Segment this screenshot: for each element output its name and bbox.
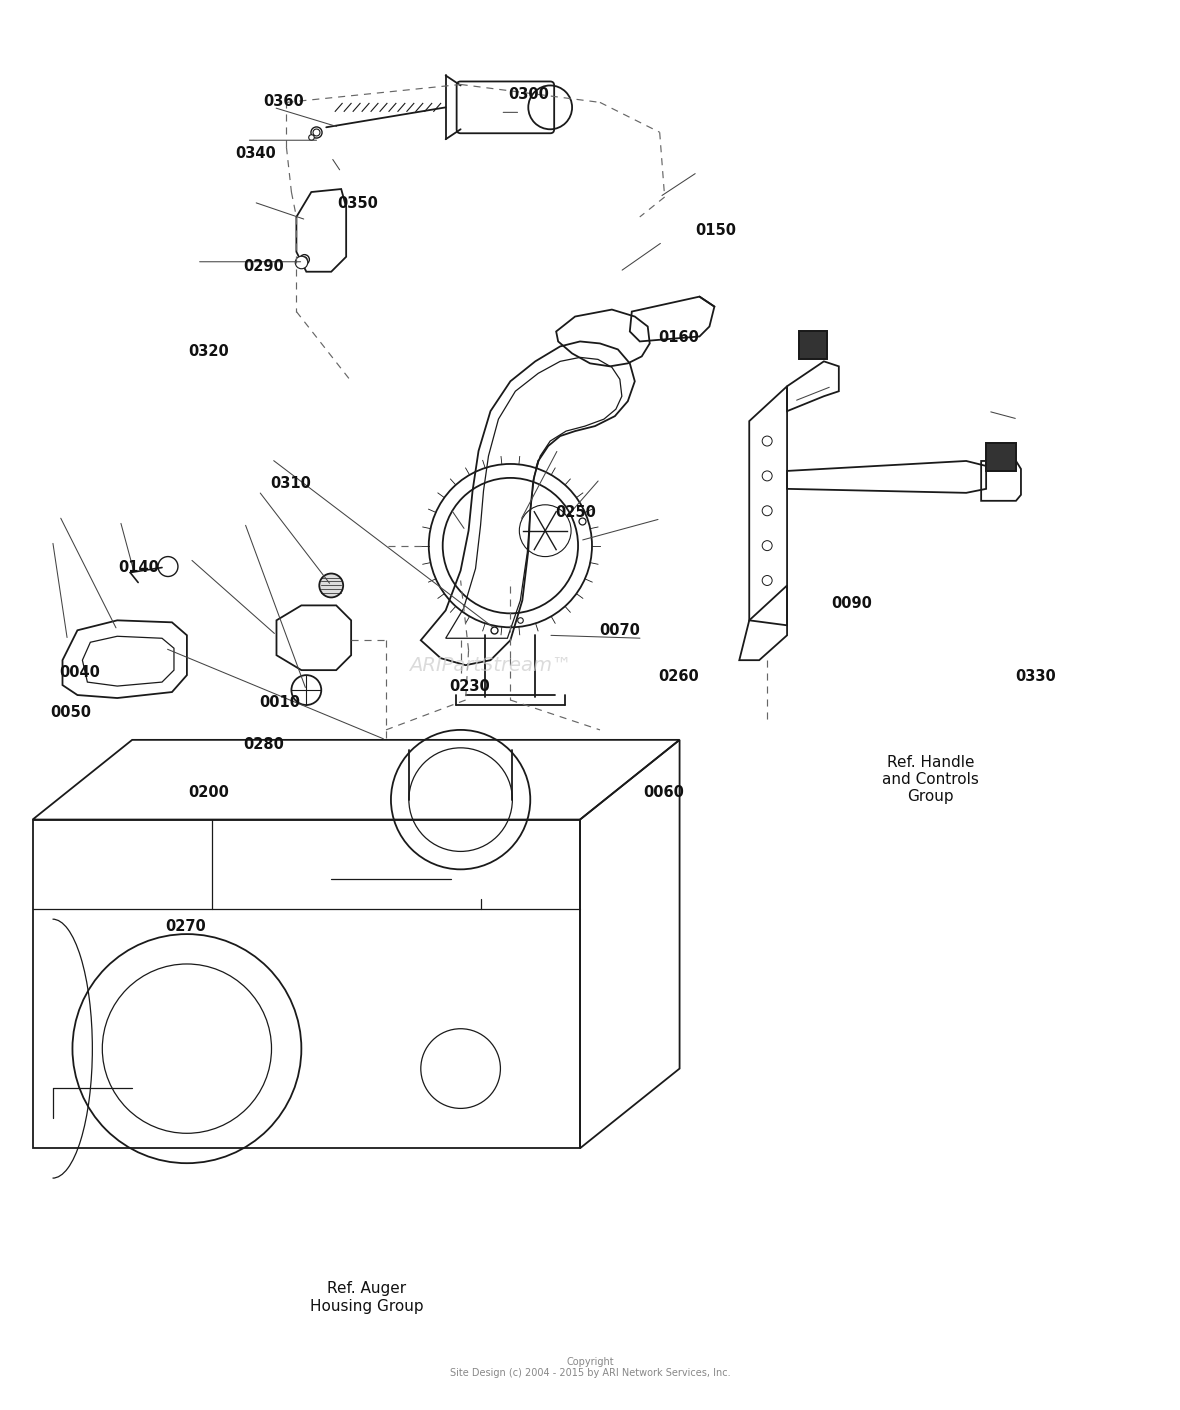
Text: 0140: 0140 xyxy=(118,560,159,575)
Text: ARIPartStream™: ARIPartStream™ xyxy=(409,656,572,674)
Text: 0360: 0360 xyxy=(263,93,304,109)
Text: 0270: 0270 xyxy=(165,919,205,935)
Text: 0260: 0260 xyxy=(658,670,699,684)
Polygon shape xyxy=(986,443,1016,471)
Text: 0320: 0320 xyxy=(189,344,229,358)
Text: 0050: 0050 xyxy=(50,705,91,719)
Text: 0310: 0310 xyxy=(270,475,312,491)
Circle shape xyxy=(320,574,343,598)
Text: 0060: 0060 xyxy=(643,784,683,799)
Text: Ref. Auger
Housing Group: Ref. Auger Housing Group xyxy=(310,1282,424,1314)
Text: 0010: 0010 xyxy=(258,695,300,709)
Text: 0090: 0090 xyxy=(831,596,872,612)
Text: 0290: 0290 xyxy=(243,259,284,275)
Text: 0340: 0340 xyxy=(235,145,276,161)
Polygon shape xyxy=(799,331,827,360)
Text: 0250: 0250 xyxy=(555,505,596,520)
Text: 0150: 0150 xyxy=(696,223,736,238)
Text: Copyright
Site Design (c) 2004 - 2015 by ARI Network Services, Inc.: Copyright Site Design (c) 2004 - 2015 by… xyxy=(450,1356,730,1378)
Text: 0230: 0230 xyxy=(450,680,490,694)
Text: Ref. Handle
and Controls
Group: Ref. Handle and Controls Group xyxy=(883,754,979,804)
Text: 0070: 0070 xyxy=(599,623,641,639)
Text: 0280: 0280 xyxy=(243,737,284,752)
Text: 0160: 0160 xyxy=(658,330,699,344)
Text: 0330: 0330 xyxy=(1015,670,1056,684)
Text: 0300: 0300 xyxy=(507,86,549,102)
Text: 0200: 0200 xyxy=(189,784,229,799)
Text: 0350: 0350 xyxy=(337,196,379,211)
Text: 0040: 0040 xyxy=(59,666,100,680)
